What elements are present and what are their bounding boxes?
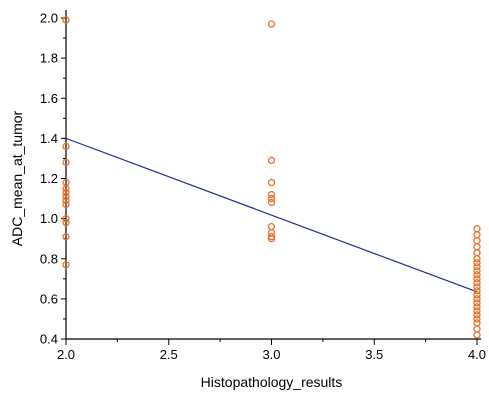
y-tick-label: 1.2 — [40, 171, 58, 186]
data-point — [62, 188, 70, 197]
x-tick-label: 2.0 — [57, 347, 75, 362]
y-tick-label: 1.4 — [40, 131, 58, 146]
data-point — [473, 275, 481, 283]
data-point — [267, 235, 276, 243]
data-point — [473, 303, 481, 311]
x-axis-title: Histopathology_results — [201, 374, 343, 390]
data-point — [473, 307, 481, 315]
regression-layer — [65, 137, 478, 293]
data-point — [473, 259, 481, 267]
data-point — [267, 20, 276, 28]
data-point — [267, 178, 276, 187]
data-point — [267, 190, 276, 199]
data-point — [473, 225, 481, 233]
x-tick-label: 2.5 — [160, 347, 178, 362]
y-tick-label: 0.4 — [40, 332, 58, 347]
data-point — [62, 16, 70, 24]
data-point — [473, 299, 481, 307]
data-point — [473, 279, 481, 287]
x-tick-label: 4.0 — [468, 347, 486, 362]
regression-line — [65, 137, 478, 293]
data-point — [473, 287, 481, 295]
data-point — [267, 156, 276, 165]
data-point — [62, 158, 70, 167]
y-tick-label: 0.6 — [40, 291, 58, 306]
data-point — [473, 283, 481, 291]
data-point — [62, 142, 70, 151]
x-tick-label: 3.5 — [365, 347, 383, 362]
data-point — [473, 295, 481, 303]
data-point — [62, 218, 70, 227]
data-point — [473, 319, 481, 327]
y-axis-title: ADC_mean_at_tumor — [9, 110, 25, 246]
data-point — [62, 214, 70, 223]
data-point — [473, 249, 481, 257]
y-tick-label: 1.6 — [40, 91, 58, 106]
data-point — [62, 184, 70, 193]
data-point — [473, 271, 481, 279]
y-tick-label: 1.8 — [40, 51, 58, 66]
data-point — [267, 222, 276, 231]
data-point — [473, 237, 481, 245]
y-tick-label: 0.8 — [40, 251, 58, 266]
data-point — [473, 311, 481, 319]
data-point — [62, 192, 70, 201]
data-point — [62, 200, 70, 209]
data-point — [473, 291, 481, 299]
y-tick-label: 1.0 — [40, 211, 58, 226]
data-point — [473, 243, 481, 251]
data-point — [473, 263, 481, 271]
y-tick-label: 2.0 — [40, 11, 58, 26]
data-point — [473, 267, 481, 275]
y-ticks: 0.4 0.6 0.8 1.0 1.2 1.4 1.6 1.8 2.0 — [40, 11, 66, 347]
data-point — [473, 231, 481, 239]
data-point — [473, 331, 481, 339]
points-layer — [62, 16, 481, 339]
data-point — [62, 261, 70, 269]
data-point — [62, 196, 70, 205]
x-ticks: 2.0 2.5 3.0 3.5 4.0 — [57, 339, 486, 362]
data-point — [267, 194, 276, 203]
x-tick-label: 3.0 — [262, 347, 280, 362]
data-point — [473, 325, 481, 333]
axes — [65, 10, 481, 340]
data-point — [473, 315, 481, 323]
data-point — [62, 233, 70, 241]
data-point — [473, 255, 481, 263]
data-point — [267, 198, 276, 207]
